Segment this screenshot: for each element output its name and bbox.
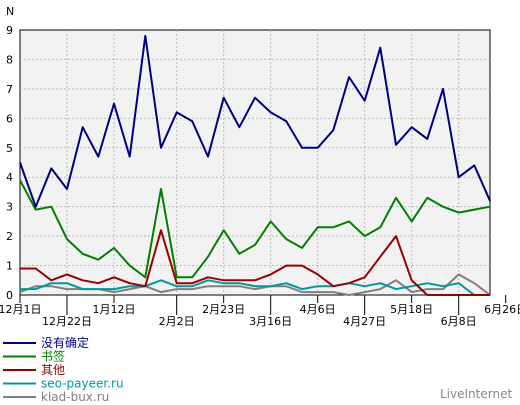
y-axis-label: N — [6, 5, 14, 18]
legend-label: klad-bux.ru — [41, 390, 109, 404]
x-tick-label: 12月1日 — [0, 303, 42, 316]
y-tick-label: 3 — [6, 201, 13, 214]
x-tick-label: 12月22日 — [42, 315, 92, 328]
x-axis: 12月1日 1月12日 2月23日 4月6日 5月18日 6月26日 12月22日 2月2日 3… — [0, 295, 520, 328]
x-tick-label: 3月16日 — [249, 315, 292, 328]
plot-background — [19, 29, 491, 296]
x-tick-label: 1月12日 — [93, 303, 136, 316]
series-line-1 — [19, 179, 491, 279]
series-line-0 — [19, 34, 491, 208]
y-tick-label: 1 — [6, 260, 13, 273]
series-line-3 — [20, 279, 490, 296]
legend-label: seo-payeer.ru — [41, 377, 124, 391]
y-tick-label: 7 — [6, 83, 13, 96]
y-tick-label: 0 — [6, 289, 13, 302]
legend-label: 其他 — [41, 363, 65, 377]
x-tick-label: 6月8日 — [441, 315, 477, 328]
x-tick-label: 2月23日 — [202, 303, 245, 316]
x-tick-label: 5月18日 — [390, 303, 433, 316]
series-layer — [19, 34, 491, 296]
x-tick-label: 4月6日 — [300, 303, 336, 316]
brand-label: LiveInternet — [440, 387, 512, 401]
y-tick-label: 6 — [6, 112, 13, 125]
y-tick-label: 8 — [6, 53, 13, 66]
x-tick-label: 6月26日 — [484, 303, 520, 316]
y-tick-label: 5 — [6, 142, 13, 155]
y-tick-label: 4 — [6, 171, 13, 184]
y-axis: 0 1 2 3 4 5 6 7 8 9 — [6, 24, 13, 302]
legend-label: 没有确定 — [41, 335, 89, 350]
y-tick-label: 2 — [6, 230, 13, 243]
x-tick-label: 4月27日 — [343, 315, 386, 328]
x-tick-label: 2月2日 — [159, 315, 195, 328]
legend-label: 书签 — [41, 349, 65, 364]
y-tick-label: 9 — [6, 24, 13, 37]
grid — [20, 30, 490, 295]
series-line-2 — [20, 229, 490, 296]
